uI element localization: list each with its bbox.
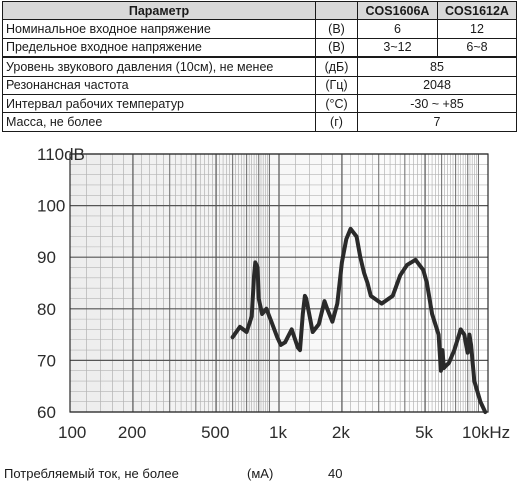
frequency-response-chart: 110dB 100 90 80 70 60 100 200 500 1k 2k 5k 10kHz (37, 145, 510, 442)
row-limit-voltage-cos1612a: 6~8 (437, 37, 517, 59)
y-tick-label: 90 (37, 248, 56, 267)
row-temperature-value: -30 ~ +85 (357, 93, 517, 114)
row-spl-name: Уровень звукового давления (10см), не ме… (2, 56, 316, 77)
x-tick-label: 500 (201, 423, 229, 442)
table-row: Интервал рабочих температур (°С) -30 ~ +… (2, 93, 517, 114)
row-mass-name: Масса, не более (2, 112, 316, 132)
row-resonance-name: Резонансная частота (2, 75, 316, 95)
table-row: Предельное входное напряжение (В) 3~12 6… (2, 37, 517, 59)
table-header-row: Параметр COS1606A COS1612A (2, 0, 517, 21)
footer-current-unit: (мА) (247, 466, 274, 481)
x-tick-label: 200 (118, 423, 146, 442)
row-limit-voltage-cos1606a: 3~12 (357, 37, 438, 59)
y-axis-labels: 110dB 100 90 80 70 60 (37, 145, 85, 422)
y-tick-label: 100 (37, 197, 65, 216)
header-cos1612a: COS1612A (437, 0, 517, 21)
row-spl-unit: (дБ) (315, 56, 358, 77)
row-nominal-voltage-cos1612a: 12 (437, 19, 517, 39)
table-row: Масса, не более (г) 7 (2, 112, 517, 132)
x-tick-label: 5k (415, 423, 433, 442)
plot-frame (69, 153, 489, 413)
row-mass-value: 7 (357, 112, 517, 132)
row-resonance-unit: (Гц) (315, 75, 358, 95)
header-cos1606a: COS1606A (357, 0, 438, 21)
x-tick-label: 1k (269, 423, 287, 442)
row-spl-value: 85 (357, 56, 517, 77)
x-tick-label: 2k (332, 423, 350, 442)
header-unit-blank (315, 0, 358, 21)
row-nominal-voltage-unit: (В) (315, 19, 358, 39)
footer-current-value: 40 (328, 466, 343, 481)
row-mass-unit: (г) (315, 112, 358, 132)
table-row: Номинальное входное напряжение (В) 6 12 (2, 19, 517, 39)
y-tick-label: 70 (37, 351, 56, 370)
y-tick-label: 60 (37, 403, 56, 422)
row-nominal-voltage-name: Номинальное входное напряжение (2, 19, 316, 39)
x-tick-label: 100 (58, 423, 86, 442)
y-tick-label: 80 (37, 300, 56, 319)
y-tick-label: 110dB (37, 145, 85, 164)
series-line (230, 226, 488, 414)
table-row: Уровень звукового давления (10см), не ме… (2, 56, 517, 77)
table-row: Резонансная частота (Гц) 2048 (2, 75, 517, 95)
x-axis-labels: 100 200 500 1k 2k 5k 10kHz (58, 423, 510, 442)
header-parameter: Параметр (2, 0, 316, 21)
row-limit-voltage-unit: (В) (315, 37, 358, 59)
row-limit-voltage-name: Предельное входное напряжение (2, 37, 316, 59)
x-tick-label: 10kHz (462, 423, 510, 442)
parameter-table: Параметр COS1606A COS1612A Номинальное в… (2, 0, 517, 132)
row-resonance-value: 2048 (357, 75, 517, 95)
row-temperature-name: Интервал рабочих температур (2, 93, 316, 114)
footer-current-label: Потребляемый ток, не более (4, 466, 179, 481)
row-nominal-voltage-cos1606a: 6 (357, 19, 438, 39)
row-temperature-unit: (°С) (315, 93, 358, 114)
